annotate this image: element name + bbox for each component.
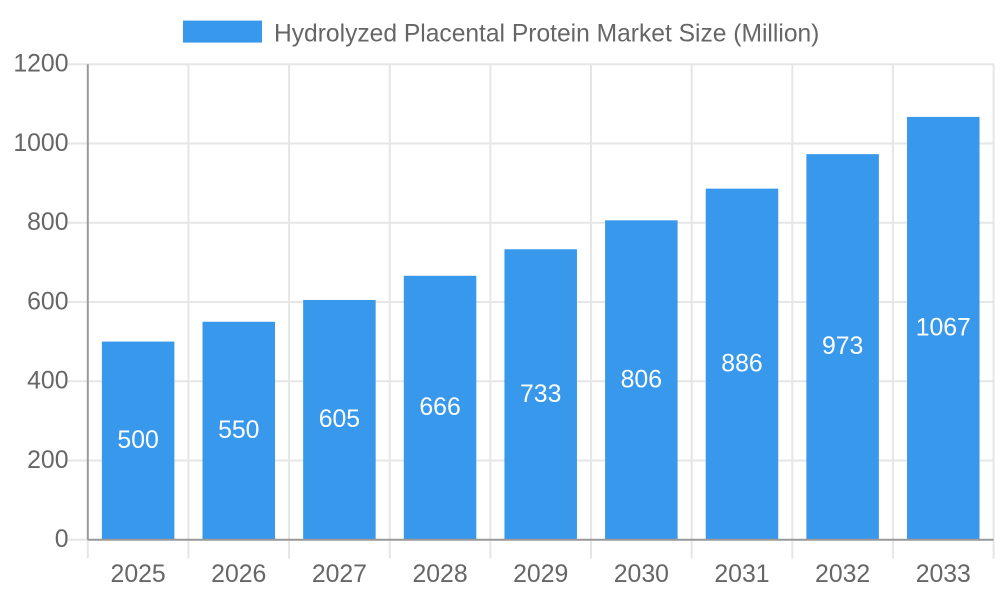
svg-text:550: 550 [218, 417, 259, 444]
svg-text:2028: 2028 [412, 561, 467, 588]
svg-text:666: 666 [419, 394, 460, 421]
svg-text:400: 400 [27, 368, 68, 395]
svg-text:1000: 1000 [13, 130, 68, 157]
svg-text:2031: 2031 [714, 561, 769, 588]
svg-text:2029: 2029 [513, 561, 568, 588]
svg-text:886: 886 [721, 350, 762, 377]
svg-text:0: 0 [55, 526, 69, 553]
svg-text:2030: 2030 [614, 561, 669, 588]
svg-text:973: 973 [822, 333, 863, 360]
svg-text:2025: 2025 [111, 561, 166, 588]
svg-text:2027: 2027 [312, 561, 367, 588]
svg-text:1067: 1067 [916, 315, 971, 342]
svg-text:2033: 2033 [916, 561, 971, 588]
svg-text:605: 605 [319, 406, 360, 433]
svg-text:Hydrolyzed Placental Protein M: Hydrolyzed Placental Protein Market Size… [274, 21, 819, 48]
svg-text:500: 500 [117, 427, 158, 454]
svg-text:1200: 1200 [13, 51, 68, 78]
svg-text:733: 733 [520, 381, 561, 408]
svg-text:800: 800 [27, 209, 68, 236]
svg-text:2026: 2026 [211, 561, 266, 588]
svg-text:200: 200 [27, 447, 68, 474]
svg-text:600: 600 [27, 288, 68, 315]
svg-text:2032: 2032 [815, 561, 870, 588]
svg-text:806: 806 [621, 366, 662, 393]
